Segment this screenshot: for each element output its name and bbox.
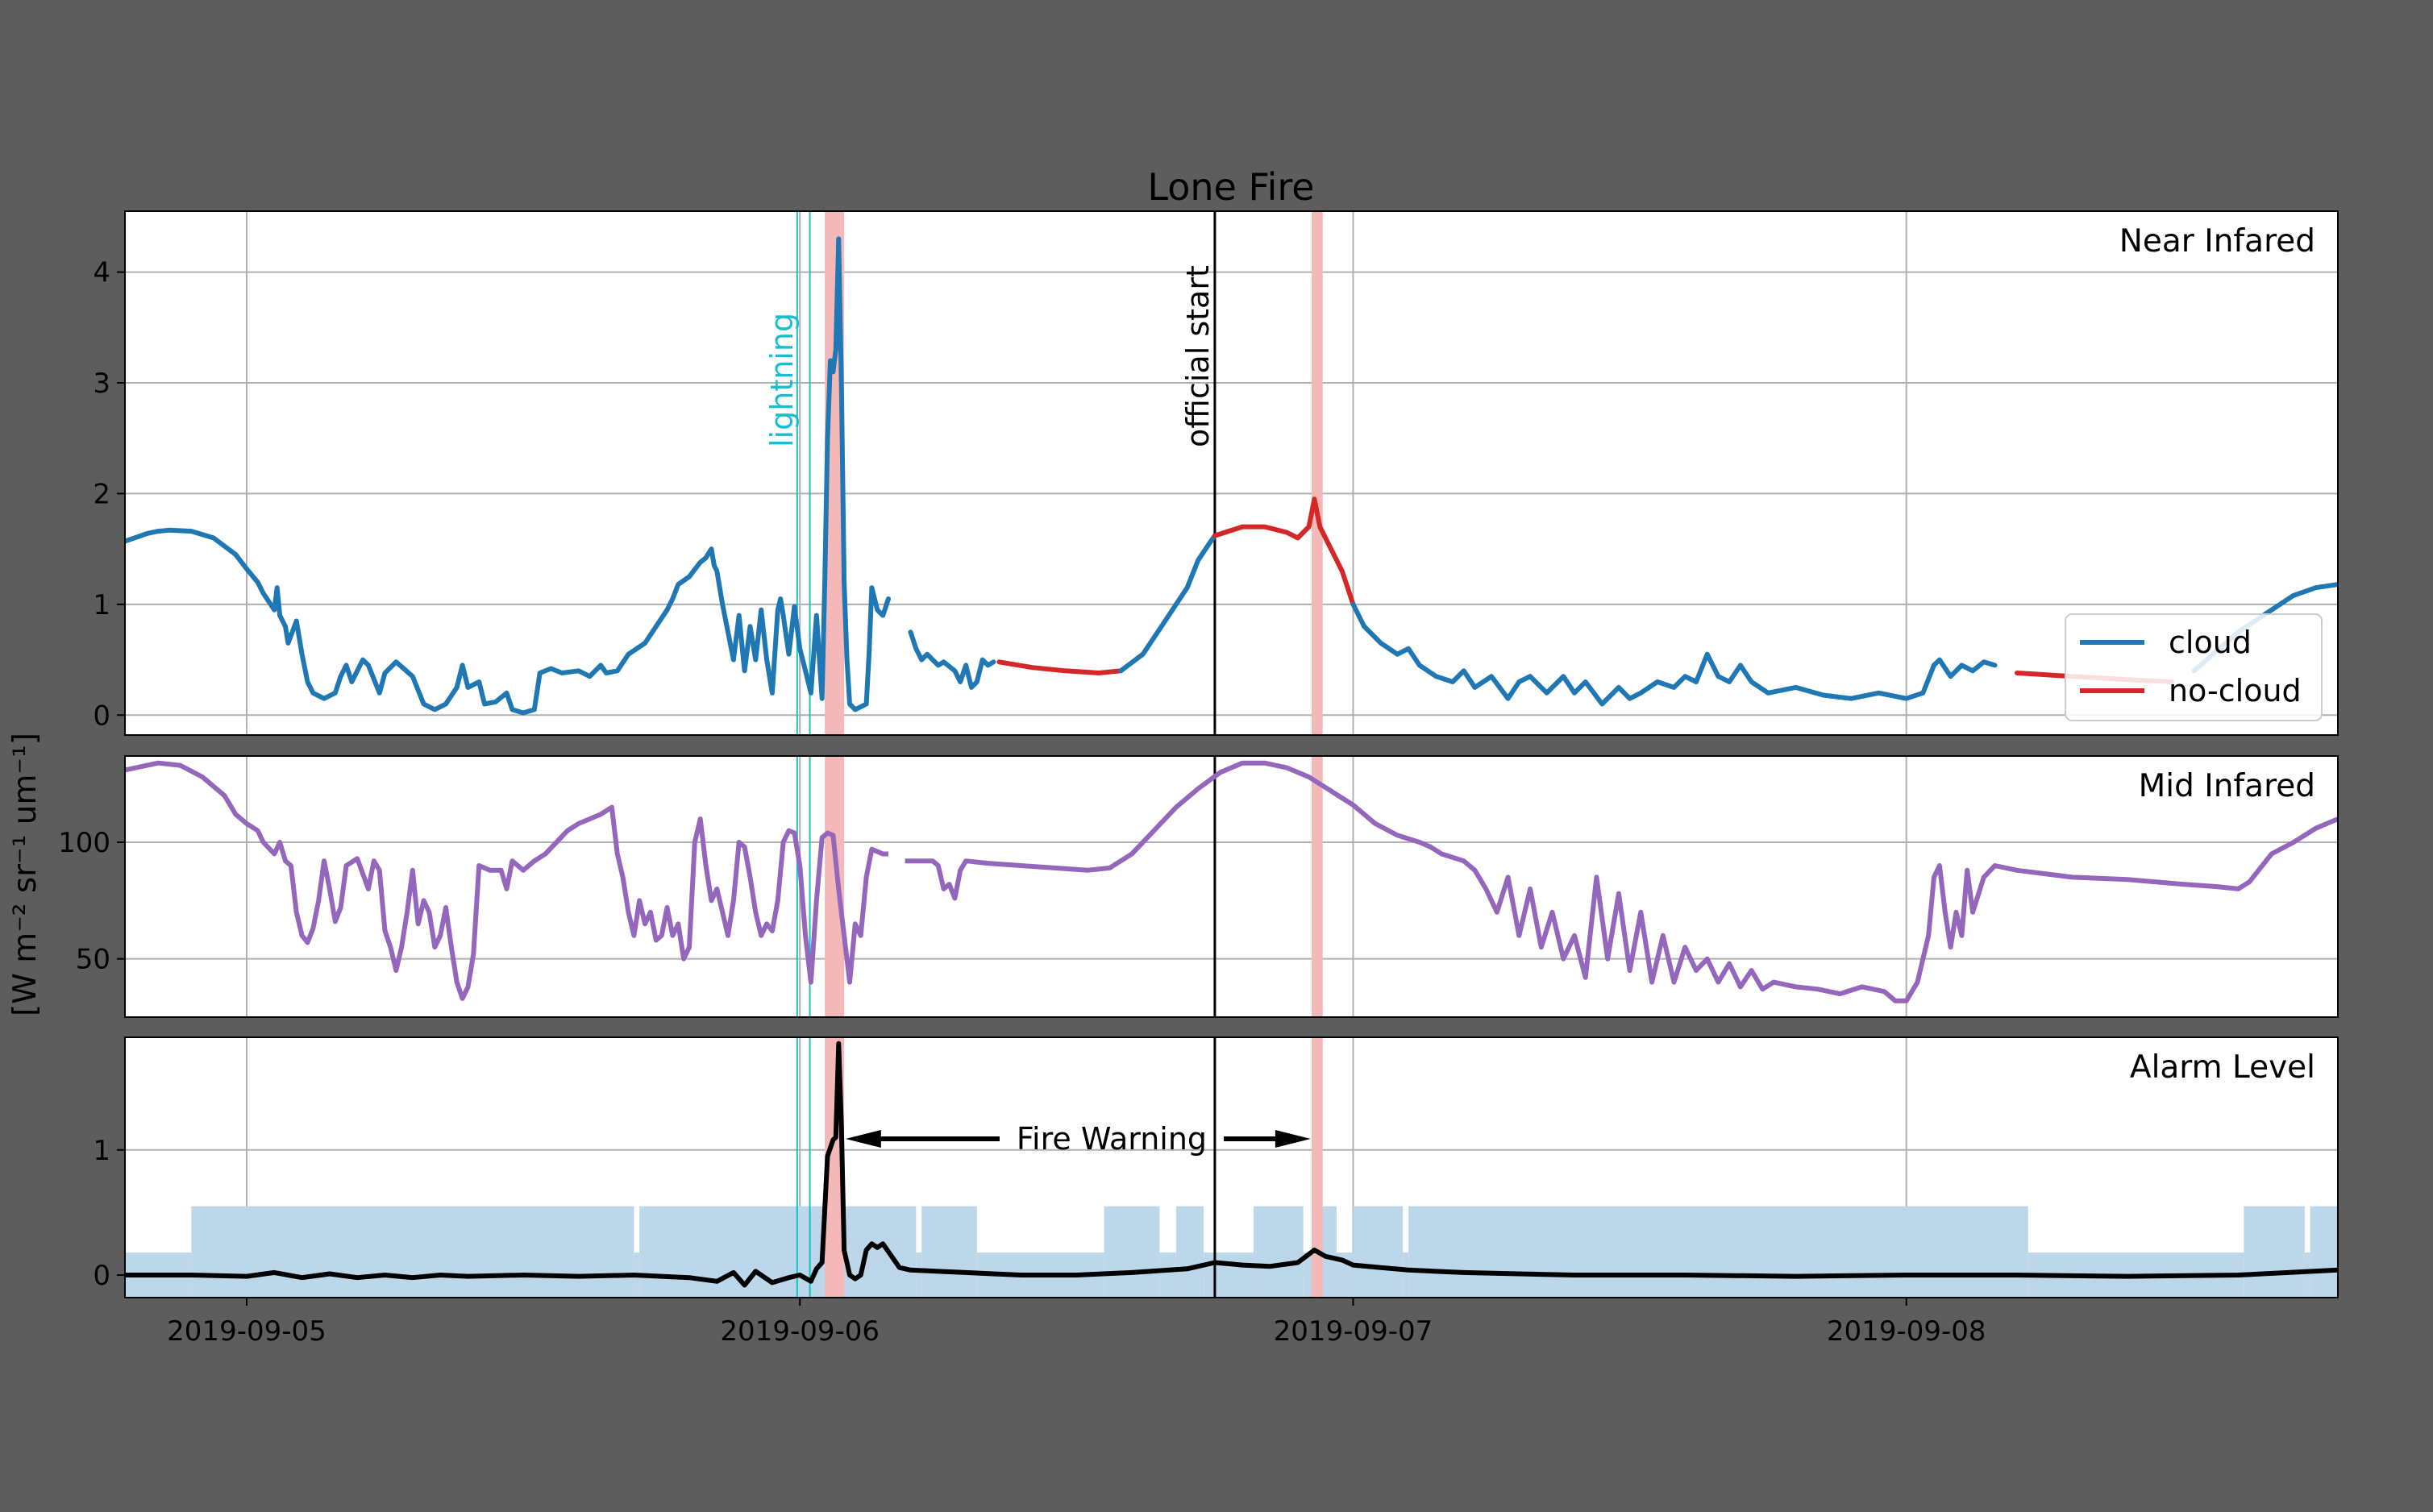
- alarm-fill-segment: [191, 1206, 634, 1298]
- plot-background: [125, 211, 2338, 735]
- panel-label: Mid Infared: [2139, 768, 2315, 804]
- alarm-fill-segment: [916, 1252, 922, 1298]
- y-tick-label: 2: [93, 478, 110, 510]
- y-tick-label: 50: [76, 944, 110, 976]
- y-tick-label: 0: [93, 1260, 110, 1292]
- alarm-fill-segment: [1403, 1252, 1409, 1298]
- x-tick-label: 2019-09-05: [167, 1315, 326, 1348]
- cloud-line: [1350, 601, 1998, 707]
- plot-area: [125, 1037, 2338, 1298]
- warning-band: [1312, 1037, 1323, 1298]
- chart-title: Lone Fire: [1147, 165, 1314, 209]
- cloud-line: [908, 629, 996, 690]
- fire-warning-label: Fire Warning: [1017, 1121, 1207, 1157]
- alarm-fill-segment: [639, 1206, 917, 1298]
- y-tick-label: 1: [93, 1135, 110, 1167]
- y-tick-label: 1: [93, 589, 110, 621]
- alarm-fill-segment: [921, 1206, 977, 1298]
- warning-band: [825, 756, 845, 1017]
- official-start-label: official start: [1180, 265, 1216, 447]
- legend: cloud no-cloud: [2065, 613, 2323, 721]
- cloud-line: [125, 236, 891, 716]
- y-tick-label: 0: [93, 700, 110, 732]
- warning-band: [1312, 211, 1323, 735]
- lightning-label: lightning: [764, 313, 800, 447]
- legend-label: cloud: [2169, 625, 2252, 660]
- alarm-fill-segment: [2244, 1206, 2305, 1298]
- alarm-fill-segment: [1159, 1252, 1176, 1298]
- plot-frame: [124, 755, 2339, 1018]
- plot-area: [125, 211, 2338, 735]
- plot-area: [125, 756, 2338, 1017]
- panel-label: Alarm Level: [2130, 1049, 2315, 1086]
- alarm-fill-segment: [2310, 1206, 2338, 1298]
- y-tick-label: 4: [93, 257, 110, 289]
- panel-label: Near Infared: [2119, 223, 2315, 260]
- x-axis: 2019-09-05 2019-09-06 2019-09-07 2019-09-08: [167, 1298, 1986, 1348]
- alarm-fill-segment: [1204, 1252, 1254, 1298]
- alarm-fill-segment: [2304, 1252, 2310, 1298]
- alarm-fill-segment: [1175, 1206, 1204, 1298]
- warning-band: [1312, 756, 1323, 1017]
- no-cloud-line: [1212, 496, 1356, 607]
- mid-infrared-line: [905, 760, 2338, 1003]
- panel-alarm-level: 0 1 Alarm Level Fire Warning: [93, 1036, 2339, 1298]
- alarm-fill-segment: [1320, 1206, 1337, 1298]
- panel-mid-infrared: 50 100 Mid Infared: [58, 755, 2339, 1018]
- cloud-line: [1118, 533, 1217, 674]
- alarm-fill-segment: [1353, 1206, 1404, 1298]
- x-tick-label: 2019-09-06: [720, 1315, 880, 1348]
- alarm-level-line: [125, 1041, 2338, 1288]
- y-tick-label: 100: [58, 827, 110, 859]
- plot-frame: [124, 1036, 2339, 1298]
- fire-warning-arrowhead-left: [845, 1130, 881, 1148]
- panel-near-infrared: 0 1 2 3 4 Near Infared lightning official start…: [93, 210, 2339, 736]
- plot-frame: [124, 210, 2339, 736]
- no-cloud-line: [996, 659, 1124, 675]
- alarm-fill-segment: [1104, 1206, 1160, 1298]
- y-axis-label: [W m⁻² sr⁻¹ um⁻¹]: [7, 733, 44, 1016]
- mid-infrared-line: [125, 760, 888, 1001]
- alarm-fill-segment: [1253, 1206, 1304, 1298]
- legend-label: no-cloud: [2169, 673, 2302, 708]
- fire-warning-arrowhead-right: [1275, 1130, 1311, 1148]
- x-tick-label: 2019-09-08: [1827, 1315, 1986, 1348]
- y-tick-label: 3: [93, 368, 110, 400]
- x-tick-label: 2019-09-07: [1274, 1315, 1433, 1348]
- alarm-fill-segment: [1408, 1206, 2028, 1298]
